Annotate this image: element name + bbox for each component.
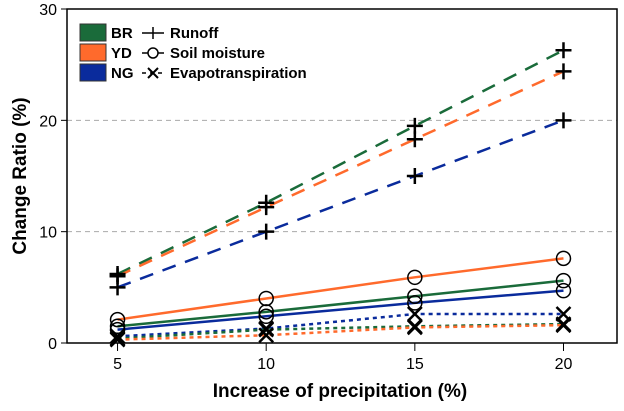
circle-marker (407, 288, 423, 304)
series-ng-runoff (117, 119, 564, 289)
plus-marker (555, 112, 572, 129)
y-tick-label: 10 (39, 225, 57, 242)
legend-swatch-br (79, 23, 107, 42)
x-marker (109, 328, 126, 345)
x-tick-label: 5 (113, 356, 122, 373)
series-line (117, 279, 564, 328)
circle-marker (109, 311, 126, 328)
legend-label-soil-moisture: Soil moisture (170, 45, 265, 62)
markers-br-soil-moisture (109, 272, 572, 335)
plot-frame (66, 8, 618, 344)
legend: BR YD NG Runoff Soil moisture Evapotranspirat… (79, 23, 307, 82)
circle-marker (109, 318, 126, 335)
circle-marker (555, 282, 572, 299)
x-marker (406, 306, 423, 322)
markers-yd-runoff (109, 63, 572, 285)
legend-swatch-ng (79, 63, 107, 82)
legend-label-br: BR (111, 25, 133, 42)
x-marker (258, 327, 275, 344)
circle-marker (407, 269, 423, 286)
circle-marker (555, 250, 572, 267)
series-line (117, 289, 564, 331)
legend-label-ng: NG (111, 65, 134, 82)
x-marker (109, 331, 126, 348)
plus-marker (406, 117, 423, 134)
series-line (117, 49, 565, 276)
markers-ng-runoff (109, 112, 572, 296)
plus-marker (109, 279, 126, 296)
series-ng-evapotranspiration (117, 312, 564, 338)
plus-marker (555, 42, 572, 59)
y-axis-label: Change Ratio (%) (10, 97, 31, 254)
x-tick-label: 15 (406, 356, 424, 373)
series-line (117, 323, 564, 341)
markers-yd-evapotranspiration (109, 317, 572, 348)
series-br-runoff (117, 49, 565, 276)
series-line (117, 257, 564, 321)
legend-circle-icon (147, 47, 159, 59)
x-marker (258, 321, 275, 338)
legend-x-icon (147, 67, 159, 79)
x-marker (555, 317, 572, 334)
series-line (117, 119, 564, 289)
axes: 0 10 20 30 5 10 15 20 (39, 2, 572, 373)
plus-marker (258, 223, 275, 240)
plus-marker (555, 63, 572, 80)
y-tick-label: 30 (39, 2, 57, 19)
gridlines (67, 119, 617, 233)
series-yd-evapotranspiration (117, 323, 564, 341)
legend-swatch-yd (79, 43, 107, 62)
circle-marker (258, 308, 274, 325)
y-tick-label: 20 (39, 113, 57, 130)
plus-marker (406, 131, 423, 148)
circle-marker (555, 272, 572, 289)
legend-label-runoff: Runoff (170, 25, 219, 42)
y-tick-label: 0 (48, 336, 57, 353)
x-tick-label: 20 (555, 356, 573, 373)
x-tick-label: 10 (257, 356, 275, 373)
series-yd-runoff (117, 70, 565, 278)
legend-label-yd: YD (111, 45, 132, 62)
circle-marker (258, 304, 274, 320)
x-marker (406, 319, 423, 336)
plus-marker (406, 168, 423, 184)
legend-label-evapotranspiration: Evapotranspiration (170, 65, 307, 82)
series-br-soil-moisture (117, 279, 564, 328)
series-layer (109, 42, 572, 348)
series-ng-soil-moisture (117, 289, 564, 331)
x-axis-label: Increase of precipitation (%) (213, 381, 467, 402)
circle-marker (407, 295, 423, 311)
series-line (117, 312, 564, 338)
plus-marker (258, 199, 275, 216)
series-line (117, 70, 565, 278)
series-yd-soil-moisture (117, 257, 564, 321)
